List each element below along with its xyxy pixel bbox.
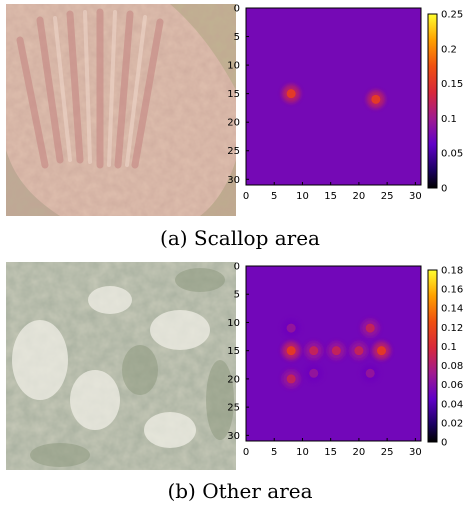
heatmap-a-y-tick-label: 15 [227,89,240,100]
heatmap-b-y-tick-label: 30 [227,431,240,442]
heatmap-a-y-tick-label: 20 [227,118,240,129]
heatmap-b-colorbar-tick-label: 0.12 [441,323,463,334]
heatmap-b-x-tick-label: 15 [324,447,337,458]
caption-b: (b) Other area [167,479,312,503]
colorbar-a: 0 0.05 0.1 0.15 0.2 0.25 [427,10,463,195]
heatmap-b-colorbar-tick-label: 0.08 [441,361,463,372]
heatmap-a-y-tick-label: 10 [227,61,240,72]
heatmap-b-colorbar-tick-label: 0.04 [441,399,463,410]
heatmap-b-x-tick-label: 25 [381,447,394,458]
heatmap-a-frame [245,7,422,186]
heatmap-a-colorbar-tick-label: 0.2 [441,44,457,55]
heatmap-b-peak-core [286,374,296,384]
heatmap-a-colorbar-tick-label: 0.25 [441,10,463,21]
heatmap-a-colorbar-tick-label: 0.15 [441,79,463,90]
heatmap-b-colorbar-tick-label: 0 [441,438,447,449]
heatmap-a-colorbar-tick-label: 0.1 [441,114,457,125]
heatmap-b-x-tick-label: 0 [243,447,249,458]
heatmap-b-x-tick-label: 30 [409,447,422,458]
heatmap-a-x-tick-label: 10 [296,191,309,202]
heatmap-b-colorbar-tick-label: 0.18 [441,266,463,277]
heatmap-b-y-tick-label: 20 [227,374,240,385]
heatmap-a-background [246,8,421,185]
heatmap-b-colorbar-tick-label: 0.02 [441,418,463,429]
caption-a: (a) Scallop area [160,226,320,250]
heatmap-a-y-tick-label: 0 [234,4,240,15]
heatmap-a-x-tick-label: 15 [324,191,337,202]
heatmap-a-y-tick-label: 5 [234,32,240,43]
heatmap-b-x-tick-label: 5 [271,447,277,458]
heatmap-b-colorbar-tick-label: 0.14 [441,304,463,315]
heatmap-b-peak-core [365,368,375,378]
heatmap-b-x-tick-label: 20 [353,447,366,458]
heatmap-b-frame [245,265,422,442]
heatmap-b-y-tick-label: 0 [234,262,240,273]
heatmap-a-x-tick-label: 20 [353,191,366,202]
heatmap-b-x-tick-label: 10 [296,447,309,458]
heatmap-b-colorbar-tick-label: 0.1 [441,342,457,353]
heatmap-b-colorbar-tick-label: 0.16 [441,285,463,296]
heatmap-b-peak-core [331,346,341,356]
heatmap-a-peak-core [371,94,381,104]
heatmap-b-y-tick-label: 25 [227,403,240,414]
heatmap-a-x-tick-label: 30 [409,191,422,202]
heatmap-b-peak-core [286,323,296,333]
heatmap-b-y-tick-label: 15 [227,346,240,357]
heatmap-a-y-tick-label: 30 [227,175,240,186]
other-area-photo [6,262,236,470]
colorbar-b: 0 0.02 0.04 0.06 0.08 0.1 0.12 0.14 0.16 0.18 [427,266,463,449]
heatmap-a-colorbar-tick-label: 0 [441,184,447,195]
heatmap-a-colorbar-tick-label: 0.05 [441,149,463,160]
heatmap-b-colorbar-tick-label: 0.06 [441,380,463,391]
heatmap-b-peak-core [376,346,386,356]
heatmap-b-y-tick-label: 10 [227,318,240,329]
heatmap-a-x-tick-label: 5 [271,191,277,202]
heatmap-b-peak-core [354,346,364,356]
heatmap-b-peak-core [365,323,375,333]
heatmap-a-x-tick-label: 25 [381,191,394,202]
heatmap-b-peak-core [309,368,319,378]
heatmap-b-peak-core [309,346,319,356]
heatmap-b-y-tick-label: 5 [234,290,240,301]
heatmap-b-peak-core [286,346,296,356]
heatmap-a-y-tick-label: 25 [227,146,240,157]
heatmap-a-peak-core [286,89,296,99]
scallop-photo [6,4,236,216]
heatmap-a-x-tick-label: 0 [243,191,249,202]
